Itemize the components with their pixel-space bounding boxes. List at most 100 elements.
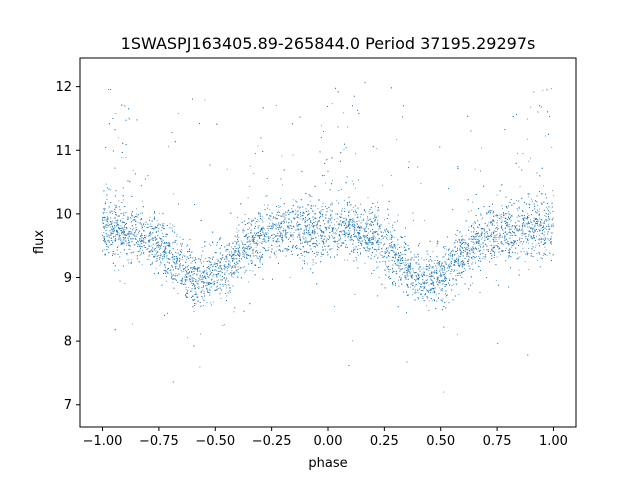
data-point	[527, 235, 529, 237]
data-point	[200, 277, 202, 279]
data-point	[456, 257, 458, 259]
data-point	[363, 228, 365, 230]
data-point	[441, 270, 443, 272]
data-point	[108, 89, 110, 90]
data-point	[156, 219, 158, 221]
data-point	[377, 219, 379, 221]
data-point	[126, 252, 128, 254]
data-point	[115, 207, 117, 208]
data-point	[104, 226, 105, 228]
data-point	[347, 202, 349, 204]
data-point	[521, 229, 523, 231]
data-point	[186, 259, 188, 261]
data-point	[242, 249, 244, 251]
data-point	[531, 236, 533, 238]
data-point	[223, 278, 225, 280]
data-point	[437, 263, 439, 265]
data-point	[256, 257, 258, 259]
data-point	[478, 244, 480, 246]
data-point	[311, 196, 313, 198]
data-point	[522, 153, 524, 155]
data-point	[325, 229, 327, 231]
data-point	[452, 250, 454, 252]
data-point	[291, 225, 293, 227]
data-point	[281, 226, 282, 228]
data-point	[548, 217, 550, 219]
data-point	[328, 226, 330, 228]
data-point	[326, 208, 328, 210]
data-point	[286, 225, 288, 227]
data-point	[176, 262, 178, 264]
data-point	[246, 245, 248, 247]
data-point	[243, 252, 245, 254]
data-point	[393, 237, 395, 238]
data-point	[202, 297, 204, 299]
data-point	[415, 284, 417, 286]
data-point	[226, 265, 228, 267]
data-point	[334, 224, 335, 226]
data-point	[303, 232, 305, 234]
data-point	[468, 246, 470, 248]
data-point	[245, 248, 247, 250]
data-point	[275, 105, 277, 106]
data-point	[251, 239, 253, 241]
data-point	[121, 157, 123, 159]
data-point	[412, 270, 414, 272]
data-point	[405, 277, 407, 279]
data-point	[493, 231, 495, 233]
data-point	[184, 282, 186, 284]
data-point	[150, 223, 152, 225]
data-point	[128, 118, 130, 120]
data-point	[397, 258, 399, 260]
data-point	[280, 222, 282, 224]
data-point	[272, 233, 274, 235]
data-point	[211, 266, 213, 268]
data-point	[501, 220, 503, 222]
data-point	[171, 276, 173, 278]
data-point	[478, 242, 480, 244]
data-point	[179, 268, 181, 270]
data-point	[128, 230, 130, 232]
data-point	[495, 239, 497, 240]
data-point	[187, 265, 189, 267]
data-point	[349, 221, 351, 223]
data-point	[238, 236, 240, 238]
data-point	[490, 252, 492, 254]
data-point	[304, 256, 305, 258]
data-point	[185, 289, 187, 290]
data-point	[160, 263, 162, 265]
data-point	[285, 231, 287, 233]
data-point	[142, 246, 143, 248]
data-point	[421, 272, 423, 274]
data-point	[377, 242, 379, 243]
data-point	[176, 233, 178, 235]
data-point	[205, 241, 207, 243]
data-point	[250, 243, 252, 245]
data-point	[421, 257, 423, 259]
data-point	[308, 228, 310, 230]
data-point	[155, 243, 157, 244]
data-point	[485, 237, 487, 239]
data-point	[102, 212, 104, 213]
data-point	[413, 254, 415, 256]
data-point	[328, 218, 330, 219]
data-point	[496, 230, 498, 232]
data-point	[172, 229, 173, 231]
data-point	[461, 265, 463, 267]
data-point	[194, 294, 196, 296]
data-point	[442, 269, 444, 271]
data-point	[192, 269, 194, 270]
data-point	[168, 245, 169, 247]
data-point	[552, 223, 554, 225]
data-point	[528, 196, 529, 198]
data-point	[405, 250, 407, 251]
data-point	[384, 229, 386, 231]
data-point	[368, 219, 370, 221]
data-point	[104, 240, 106, 241]
data-point	[521, 228, 523, 230]
data-point	[117, 235, 119, 237]
data-point	[262, 229, 263, 231]
data-point	[380, 230, 382, 232]
data-point	[336, 230, 338, 232]
data-point	[172, 259, 174, 261]
